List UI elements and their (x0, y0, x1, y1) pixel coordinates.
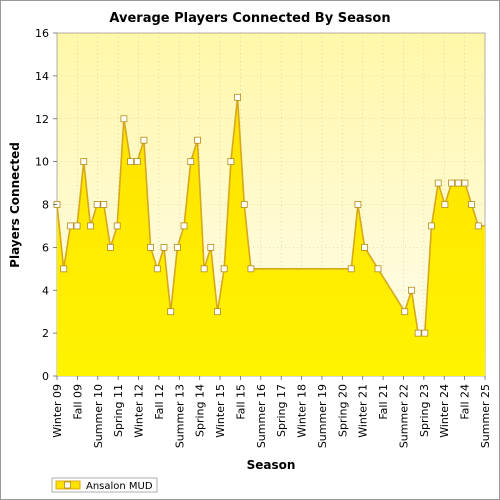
y-tick-label: 14 (35, 70, 49, 83)
data-point (147, 243, 155, 251)
y-tick-label: 6 (42, 241, 49, 254)
x-tick-label: Summer 25 (479, 384, 492, 448)
series-line (56, 96, 485, 334)
x-tick-label: Summer 22 (397, 384, 410, 448)
data-point (374, 265, 382, 273)
legend-label: Ansalon MUD (86, 481, 153, 492)
data-point (347, 265, 355, 273)
data-point (73, 222, 81, 230)
area-fill (57, 97, 485, 376)
data-point (428, 222, 435, 230)
data-point (133, 158, 141, 166)
data-point (107, 243, 114, 251)
data-point (454, 179, 462, 187)
x-tick-label: Summer 13 (173, 384, 186, 448)
x-tick-label: Fall 12 (153, 384, 166, 420)
data-point (414, 329, 422, 337)
data-point (180, 222, 188, 230)
y-tick-label: 4 (42, 284, 49, 297)
data-point (66, 222, 74, 230)
x-tick-label: Spring 11 (112, 384, 125, 437)
data-point (434, 179, 442, 187)
x-tick-label: Summer 16 (255, 384, 268, 448)
data-point (60, 265, 68, 273)
data-point (227, 158, 235, 166)
data-point (214, 308, 221, 316)
data-point (234, 93, 241, 101)
x-tick-label: Fall 09 (71, 384, 84, 420)
x-tick-label: Summer 10 (92, 384, 105, 448)
data-point (194, 136, 201, 144)
x-tick-label: Spring 23 (418, 384, 431, 437)
data-point (408, 286, 415, 294)
data-point (160, 243, 168, 251)
y-axis-ticks: 0 2 4 6 8 10 12 14 16 (35, 27, 57, 383)
x-axis-title: Season (247, 458, 296, 472)
x-tick-label: Fall 15 (234, 384, 247, 420)
data-point (207, 243, 215, 251)
data-point (468, 201, 476, 208)
data-point (120, 115, 128, 123)
data-point (167, 308, 175, 316)
data-point (87, 222, 94, 230)
data-point (441, 201, 449, 208)
x-tick-label: Winter 21 (357, 384, 370, 438)
data-point (240, 201, 248, 208)
data-point (93, 201, 101, 208)
y-tick-label: 0 (42, 370, 49, 383)
x-tick-label: Winter 24 (438, 384, 451, 438)
x-tick-label: Winter 15 (214, 384, 227, 438)
y-tick-label: 10 (35, 156, 49, 169)
x-tick-label: Winter 12 (133, 384, 146, 438)
y-tick-label: 12 (35, 113, 49, 126)
chart-title: Average Players Connected By Season (109, 11, 390, 26)
y-axis-title: Players Connected (8, 142, 22, 268)
data-point (448, 179, 455, 187)
data-point (200, 265, 208, 273)
data-point (187, 158, 195, 166)
data-point (140, 136, 148, 144)
x-tick-label: Spring 14 (194, 384, 207, 437)
data-point (220, 265, 228, 273)
data-point (100, 201, 108, 208)
data-point (361, 243, 369, 251)
y-tick-label: 16 (35, 27, 49, 40)
x-tick-label: Spring 17 (275, 384, 288, 437)
x-tick-label: Spring 20 (336, 384, 349, 437)
legend-marker (64, 481, 71, 489)
data-point (113, 222, 121, 230)
data-point (153, 265, 161, 273)
data-point (421, 329, 429, 337)
x-tick-label: Summer 19 (316, 384, 329, 448)
x-axis-ticks: Winter 09 Fall 09 Summer 10 Spring 11 Winter… (51, 376, 492, 448)
y-tick-label: 2 (42, 327, 49, 340)
x-tick-label: Fall 21 (377, 384, 390, 420)
data-point (401, 308, 409, 316)
data-point (80, 158, 88, 166)
series-area (56, 96, 485, 376)
x-tick-label: Winter 18 (296, 384, 309, 438)
x-tick-label: Winter 09 (51, 384, 64, 438)
data-point (461, 179, 469, 187)
data-point (247, 265, 255, 273)
y-tick-label: 8 (42, 199, 49, 212)
x-tick-label: Fall 24 (459, 384, 472, 420)
data-point (173, 243, 181, 251)
legend: Ansalon MUD (51, 477, 158, 493)
data-point (474, 222, 482, 230)
data-point (127, 158, 134, 166)
data-point (354, 201, 362, 208)
